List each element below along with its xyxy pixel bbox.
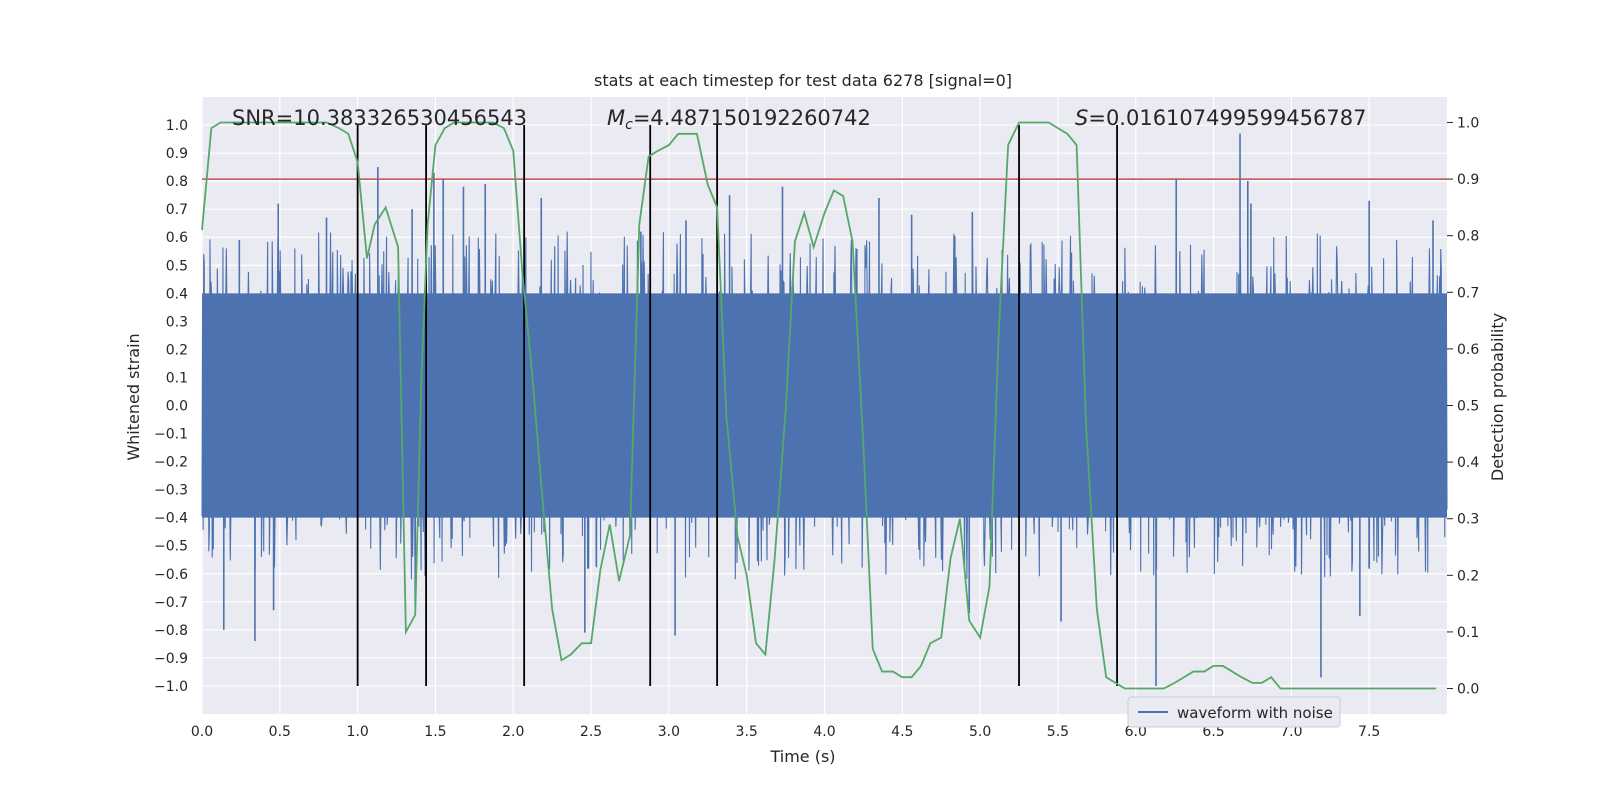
y2-tick-label: 0.4 xyxy=(1457,455,1479,471)
y-axis-ticks: 1.0 0.9 0.8 0.7 0.6 0.5 0.4 0.3 0.2 0.1 0.0 −0.1 −0.… xyxy=(154,118,188,695)
s-value: =0.016107499599456787 xyxy=(1088,106,1366,130)
y-tick-label: 0.4 xyxy=(166,286,188,302)
y2-tick-label: 0.6 xyxy=(1457,342,1479,358)
y-tick-label: 0.0 xyxy=(166,399,188,415)
y2-tick-label: 1.0 xyxy=(1457,115,1479,131)
waveform-core xyxy=(202,293,1447,518)
y2-tick-label: 0.0 xyxy=(1457,682,1479,698)
probability-line xyxy=(201,121,1437,690)
y-tick-label: 0.6 xyxy=(166,230,188,246)
y-tick-label: −1.0 xyxy=(154,679,188,695)
s-symbol: S xyxy=(1075,106,1088,130)
waveform-series xyxy=(201,133,1448,686)
legend: waveform with noise xyxy=(1127,696,1341,728)
x-tick-label: 4.0 xyxy=(813,724,835,740)
x-tick-label: 6.5 xyxy=(1202,724,1224,740)
x-tick-label: 2.0 xyxy=(502,724,524,740)
y2-tick-label: 0.5 xyxy=(1457,399,1479,415)
x-tick-label: 7.5 xyxy=(1358,724,1380,740)
y-tick-label: −0.3 xyxy=(154,483,188,499)
y-tick-label: −0.2 xyxy=(154,455,188,471)
chirp-mass-value: =4.487150192260742 xyxy=(633,106,871,130)
y-tick-label: 0.9 xyxy=(166,146,188,162)
y2-tick-label: 0.3 xyxy=(1457,512,1479,528)
y-tick-label: −0.6 xyxy=(154,567,188,583)
y-tick-label: 0.7 xyxy=(166,202,188,218)
y-tick-label: −0.8 xyxy=(154,623,188,639)
x-tick-label: 1.0 xyxy=(346,724,368,740)
x-tick-label: 3.5 xyxy=(736,724,758,740)
x-tick-label: 6.0 xyxy=(1125,724,1147,740)
x-axis-label: Time (s) xyxy=(769,747,835,766)
y-tick-label: −0.4 xyxy=(154,511,188,527)
x-tick-label: 1.5 xyxy=(424,724,446,740)
y2-axis-label: Detection probability xyxy=(1488,313,1507,481)
chirp-mass-annotation: Mc=4.487150192260742 xyxy=(607,106,871,133)
probability-series xyxy=(201,121,1437,690)
y-tick-label: 0.5 xyxy=(166,258,188,274)
y2-tick-label: 0.2 xyxy=(1457,568,1479,584)
x-tick-label: 0.5 xyxy=(269,724,291,740)
y2-tick-label: 0.1 xyxy=(1457,625,1479,641)
x-tick-label: 5.5 xyxy=(1047,724,1069,740)
y2-axis-ticks: 1.0 0.9 0.8 0.7 0.6 0.5 0.4 0.3 0.2 0.1 0.0 xyxy=(1447,115,1479,698)
y-tick-label: 0.3 xyxy=(166,314,188,330)
chirp-mass-subscript: c xyxy=(625,117,633,133)
chirp-mass-symbol: M xyxy=(607,106,625,130)
x-tick-label: 4.5 xyxy=(891,724,913,740)
y-tick-label: −0.5 xyxy=(154,539,188,555)
y-tick-label: 1.0 xyxy=(166,118,188,134)
x-axis-ticks: 0.0 0.5 1.0 1.5 2.0 2.5 3.0 3.5 4.0 4.5 5.0 5.5 6.0 6… xyxy=(191,724,1380,740)
x-tick-label: 5.0 xyxy=(969,724,991,740)
y-tick-label: −0.9 xyxy=(154,651,188,667)
y2-tick-label: 0.7 xyxy=(1457,285,1479,301)
y-tick-label: −0.7 xyxy=(154,595,188,611)
x-tick-label: 0.0 xyxy=(191,724,213,740)
y-tick-label: 0.1 xyxy=(166,370,188,386)
y2-tick-label: 0.9 xyxy=(1457,172,1479,188)
legend-box xyxy=(1127,696,1341,728)
legend-entry: waveform with noise xyxy=(1177,704,1333,722)
chart-title: stats at each timestep for test data 627… xyxy=(594,71,1012,90)
s-annotation: S=0.016107499599456787 xyxy=(1075,106,1366,130)
x-tick-label: 2.5 xyxy=(580,724,602,740)
snr-annotation: SNR=10.383326530456543 xyxy=(232,106,527,130)
y-tick-label: 0.8 xyxy=(166,174,188,190)
x-tick-label: 7.0 xyxy=(1280,724,1302,740)
y2-tick-label: 0.8 xyxy=(1457,229,1479,245)
x-tick-label: 3.0 xyxy=(658,724,680,740)
y-axis-label: Whitened strain xyxy=(124,333,143,460)
y-tick-label: 0.2 xyxy=(166,342,188,358)
y-tick-label: −0.1 xyxy=(154,427,188,443)
